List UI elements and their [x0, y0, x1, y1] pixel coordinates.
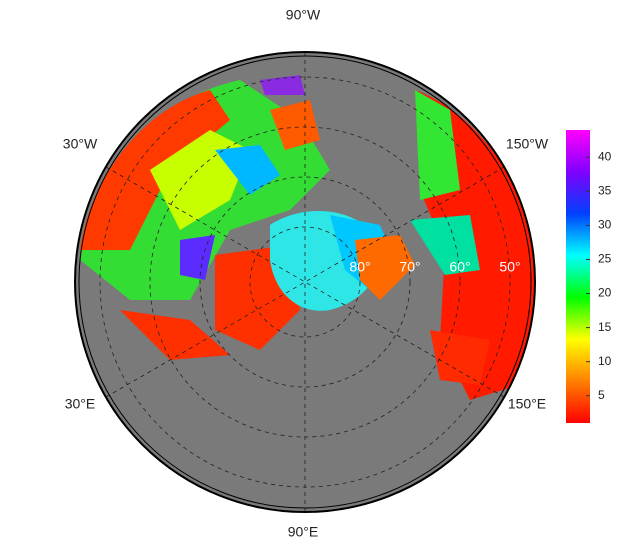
lon-label: 90°W: [286, 7, 321, 23]
lat-label: 80°: [349, 259, 370, 275]
lat-label: 50°: [499, 259, 520, 275]
map-disk: [75, 52, 535, 512]
colorbar-tick-label: 35: [598, 183, 612, 197]
lat-label: 70°: [399, 259, 420, 275]
map-border: [74, 51, 536, 513]
colorbar-tick-label: 30: [598, 218, 612, 232]
colorbar-axis: 5 10 15 20 25 30 35 40: [586, 149, 612, 402]
colorbar-tick-label: 10: [598, 354, 612, 368]
colorbar-tick-label: 20: [598, 286, 612, 300]
colorbar-tick-label: 40: [598, 149, 612, 163]
lon-label: 30°W: [63, 136, 98, 152]
colorbar: [566, 130, 590, 423]
lon-label: 90°E: [288, 524, 319, 540]
colorbar-tick-label: 25: [598, 252, 612, 266]
lon-label: 30°E: [65, 396, 96, 412]
colorbar-tick-label: 5: [598, 388, 605, 402]
colorbar-tick-label: 15: [598, 320, 612, 334]
map-border-inner: [78, 55, 532, 509]
lon-label: 150°E: [508, 396, 546, 412]
lon-label: 150°W: [506, 136, 549, 152]
lat-label: 60°: [449, 259, 470, 275]
